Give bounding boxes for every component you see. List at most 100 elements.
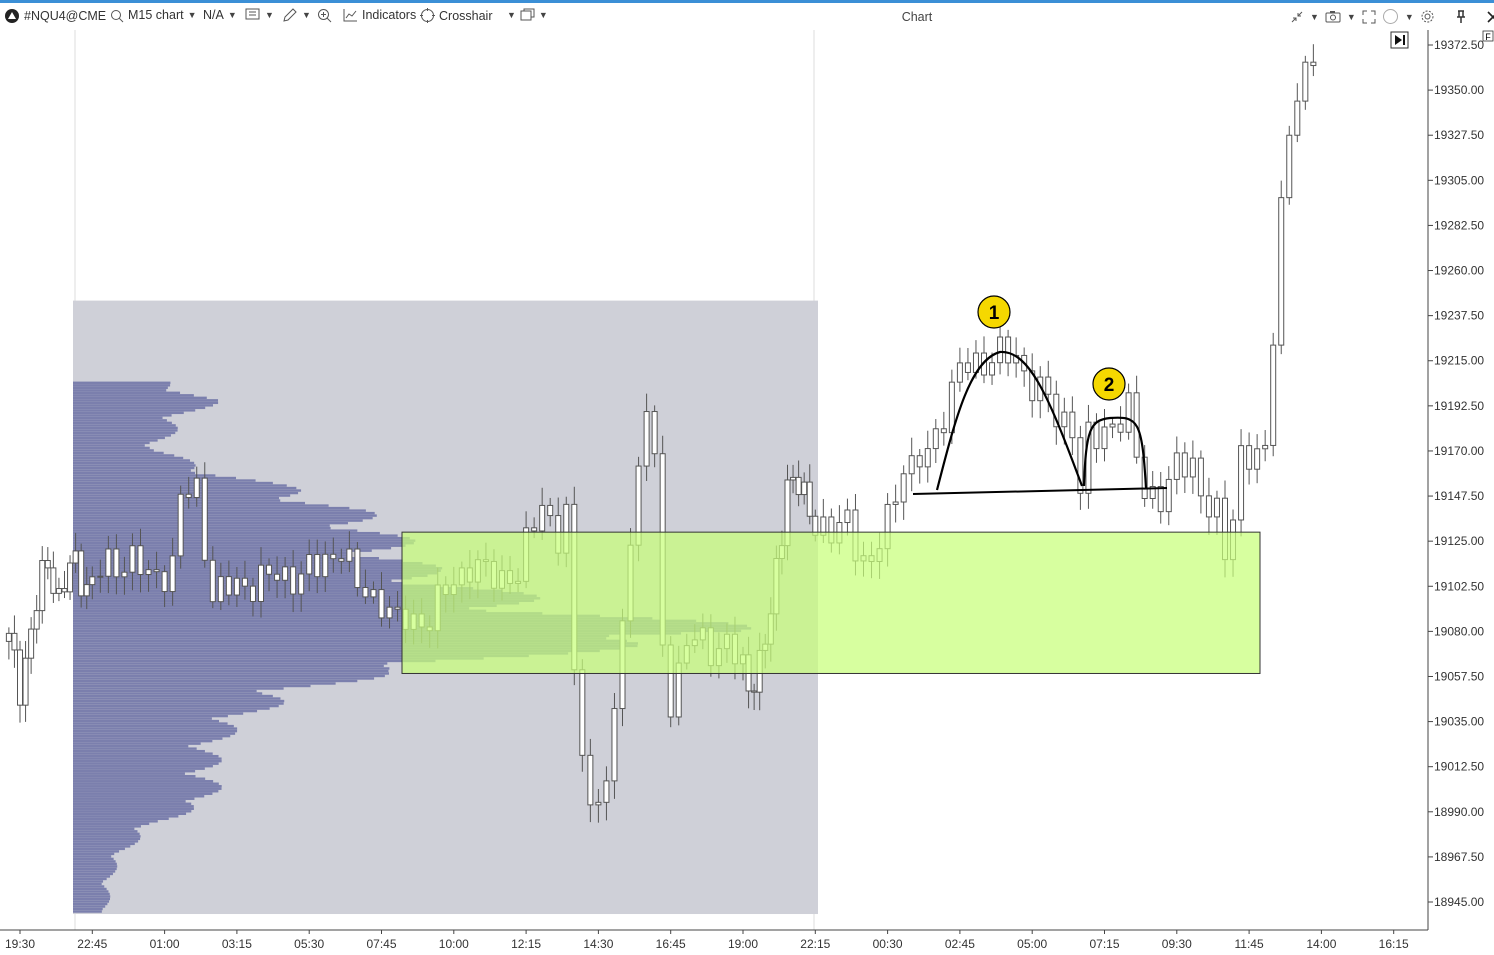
profile-bar <box>73 421 172 425</box>
template-icon <box>245 8 260 20</box>
candle-body <box>1165 478 1172 513</box>
profile-bar <box>73 474 216 477</box>
profile-bar <box>73 890 109 893</box>
candle-body <box>1278 197 1285 346</box>
profile-bar <box>73 539 416 542</box>
candle-body <box>1061 411 1068 428</box>
profile-bar <box>73 835 141 838</box>
time-axis[interactable]: 19:30 22:45 01:00 03:15 05:30 07:45 10:00 12:15… <box>0 929 1428 955</box>
symbol-selector[interactable]: #NQU4@CME <box>4 8 124 24</box>
profile-bar <box>73 381 171 384</box>
candle-body <box>1045 376 1052 395</box>
candle-body <box>50 567 57 594</box>
chevron-down-icon[interactable]: ▼ <box>1346 11 1356 22</box>
chevron-down-icon[interactable]: ▼ <box>1404 11 1414 22</box>
candle-body <box>22 657 29 706</box>
price-tick-label: 18967.50 <box>1434 850 1484 864</box>
pin-icon[interactable] <box>1455 9 1467 24</box>
profile-bar <box>73 476 236 480</box>
fullscreen-icon[interactable] <box>1362 10 1376 24</box>
profile-bar <box>73 672 389 675</box>
time-tick-label: 09:30 <box>1162 937 1192 951</box>
price-tick-label: 19080.00 <box>1434 624 1484 638</box>
profile-bar <box>73 782 219 785</box>
profile-bar <box>73 434 171 437</box>
candle-body <box>177 493 184 557</box>
corner-badge[interactable]: F <box>1482 30 1494 42</box>
candle <box>547 497 554 527</box>
profile-bar <box>73 699 285 703</box>
profile-bar <box>73 466 195 470</box>
search-icon[interactable] <box>110 9 124 23</box>
candle <box>83 566 90 610</box>
candle <box>806 464 813 525</box>
corner-badge-label: F <box>1485 32 1491 42</box>
candle-body <box>1246 445 1253 470</box>
profile-bar <box>73 429 178 432</box>
candle <box>932 419 939 464</box>
candle-body <box>78 550 85 597</box>
minimize-icon[interactable] <box>1290 10 1304 24</box>
candle-body <box>354 548 361 589</box>
profile-bar <box>73 905 106 908</box>
account-dropdown[interactable]: N/A ▼ <box>203 8 237 22</box>
candle <box>900 465 907 520</box>
drawing-tools-button[interactable]: ▼ <box>282 8 311 22</box>
candle-body <box>1262 444 1269 450</box>
timeframe-dropdown[interactable]: M15 chart ▼ <box>128 8 197 22</box>
time-tick-label: 07:45 <box>366 937 396 951</box>
profile-bar <box>73 800 186 803</box>
candle <box>1246 432 1253 485</box>
settings-icon[interactable] <box>1420 9 1435 24</box>
profile-bar <box>73 496 280 500</box>
time-tick-label: 05:30 <box>294 937 324 951</box>
camera-icon[interactable] <box>1325 10 1341 23</box>
candle <box>22 641 29 722</box>
profile-bar <box>73 642 639 645</box>
scroll-to-end-button[interactable] <box>1390 31 1409 49</box>
candle <box>603 766 610 821</box>
profile-bar <box>73 657 484 660</box>
template-button[interactable]: ▼ <box>245 8 274 22</box>
profile-bar <box>73 910 102 913</box>
profile-bar <box>73 599 535 603</box>
candle-body <box>61 588 68 593</box>
time-tick-label: 14:00 <box>1306 937 1336 951</box>
candle-body <box>17 649 23 706</box>
profile-bar <box>73 574 428 577</box>
profile-bar <box>73 812 187 816</box>
profile-bar <box>73 559 404 562</box>
profile-bar <box>73 509 366 512</box>
candle-body <box>83 584 90 597</box>
circle-icon[interactable] <box>1382 8 1399 25</box>
layout-dropdown[interactable]: ▼ ▼ <box>507 8 548 21</box>
candle <box>129 533 136 591</box>
candle-body <box>322 553 329 578</box>
candle <box>61 570 68 599</box>
candle-body <box>1029 370 1036 402</box>
close-icon[interactable] <box>1487 10 1494 23</box>
candle-body <box>306 554 313 575</box>
profile-bar <box>73 877 107 881</box>
profile-bar <box>73 805 194 808</box>
profile-bar <box>73 414 172 417</box>
candle-body <box>55 588 62 594</box>
candle-body <box>1270 344 1277 446</box>
profile-bar <box>73 419 167 422</box>
zoom-button[interactable] <box>317 8 332 23</box>
profile-bar <box>73 607 470 610</box>
indicators-button[interactable]: Indicators <box>343 8 416 22</box>
price-axis[interactable]: 19372.50 19350.00 19327.50 19305.00 19282.50… <box>1427 30 1494 955</box>
candle <box>1262 430 1269 462</box>
price-chart[interactable]: 1 2 19372.50 19350.00 19327.50 19305.00 1928… <box>0 30 1494 955</box>
chevron-down-icon[interactable]: ▼ <box>1310 11 1319 22</box>
profile-bar <box>73 692 263 695</box>
candle <box>1238 429 1245 537</box>
crosshair-button[interactable]: Crosshair <box>420 8 493 23</box>
profile-bar <box>73 717 212 720</box>
candle <box>177 485 184 569</box>
profile-bar <box>73 802 192 805</box>
candle <box>643 393 650 481</box>
profile-bar <box>73 481 273 485</box>
candle <box>1302 55 1309 110</box>
